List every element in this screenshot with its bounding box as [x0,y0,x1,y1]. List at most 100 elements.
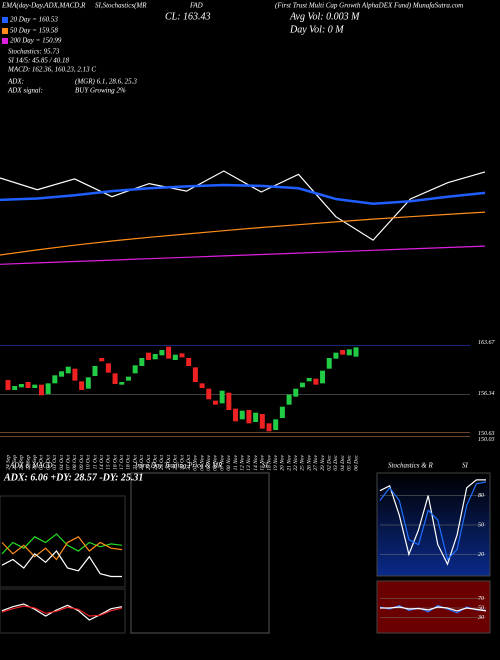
x-tick-label: 21 Nov [286,454,292,470]
candle-body [293,388,299,397]
legend-swatch [2,17,8,23]
x-tick-label: 25 Sep [12,455,18,470]
x-tick-label: 22 Nov [293,454,299,470]
candle-body [253,412,259,422]
x-tick-label: 19 Nov [273,454,279,470]
x-tick-label: 14 Nov [252,454,259,470]
x-tick-label: 03 Dec [333,454,339,470]
candle-body [45,383,51,394]
header-mid: SI,Stochastics(MR [95,2,147,10]
header-fund: (First Trust Multi Cap Growth AlphaDEX F… [275,2,463,10]
candle-body [212,400,218,405]
stoch-info: Stochastics: 95.73 [8,48,60,56]
x-tick-label: 27 Sep [25,455,31,470]
x-tick-label: 16 Oct [112,455,118,470]
candle-body [85,377,91,389]
x-tick-label: 24 Sep [4,455,11,470]
candle-body [233,408,239,422]
x-tick-label: 02 Oct [45,455,51,470]
x-tick-label: 25 Nov [300,454,306,470]
x-tick-label: 18 Oct [126,455,132,470]
x-tick-label: 05 Dec [347,454,353,470]
x-tick-label: 01 Nov [193,454,199,470]
x-tick-label: 15 Oct [106,455,112,470]
x-tick-label: 04 Oct [58,455,65,470]
x-tick-label: 18 Nov [266,454,272,470]
adx-signal: BUY Growing 2% [75,87,126,95]
x-tick-label: 12 Nov [239,454,245,470]
y-tick-label: 20 [478,552,484,558]
close-price: CL: 163.43 [165,11,211,22]
x-tick-label: 08 Nov [226,454,232,470]
x-tick-label: 10 Oct [86,455,92,470]
candle-body [340,350,346,355]
candle-body [152,354,158,360]
x-tick-label: 02 Dec [326,454,332,470]
series-line [1,605,123,617]
price-label: 163.67 [478,340,496,346]
x-tick-label: 07 Nov [219,454,225,470]
legend-swatch [2,28,8,34]
candle-body [79,381,85,390]
series-line [0,183,486,205]
candle-body [72,368,78,381]
day-vol: Day Vol: 0 M [289,24,344,35]
x-tick-label: 04 Nov [198,454,205,470]
x-tick-label: 28 Oct [166,455,172,470]
x-tick-label: 14 Oct [98,455,105,470]
candle-body [326,358,332,369]
candle-body [125,376,131,381]
header-ticker: FAD [189,2,203,10]
x-tick-label: 11 Oct [92,455,98,470]
x-tick-label: 26 Sep [19,455,25,470]
candle-body [299,382,305,388]
candle-body [353,347,359,357]
series-line [1,603,123,621]
legend-entry: 200 Day = 150.99 [10,37,62,45]
x-tick-label: 08 Oct [72,455,78,470]
panel-title2: SI [462,462,469,470]
candle-body [159,350,165,356]
x-tick-label: 03 Oct [52,455,58,470]
intraday-panel [130,472,270,634]
candle-body [99,358,105,362]
candle-body [132,365,138,374]
candle-body [92,366,98,376]
candle-body [226,392,232,410]
series-line [0,245,486,265]
candle-body [273,419,279,430]
series-line [379,479,486,566]
y-tick-label: 50 [478,605,484,611]
legend-entry: 20 Day = 160.53 [10,16,58,24]
candle-body [286,394,292,405]
y-tick-label: 50 [478,522,484,528]
adx-panel [0,495,126,588]
header-left: EMA(day-Day,ADX,MACD,R [1,2,86,10]
series-line [380,606,487,612]
candle-body [333,352,339,359]
x-tick-label: 06 Nov [213,454,219,470]
x-tick-label: 31 Oct [186,455,192,471]
series-line [379,481,487,561]
rsi-info: SI 14/5: 45.85 / 40.18 [8,57,70,65]
panel-title: ADX & MACD [9,462,52,470]
x-tick-label: 04 Dec [339,454,346,470]
x-tick-label: 11 Nov [233,454,239,470]
x-tick-label: 07 Oct [65,455,71,470]
x-tick-label: 09 Oct [79,455,85,470]
candle-body [32,384,38,388]
candle-body [266,423,272,432]
x-tick-label: 23 Oct [146,455,152,470]
series-line [1,550,122,578]
adx-value: (MGR) 6.1, 28.6, 25.3 [75,78,137,86]
avg-vol: Avg Vol: 0.003 M [289,11,360,22]
legend-swatch [2,38,8,44]
x-tick-label: 17 Oct [119,455,125,470]
y-tick-label: 30 [477,615,484,621]
x-tick-label: 15 Nov [260,454,266,470]
x-tick-label: 25 Oct [159,455,165,470]
candle-body [199,383,205,388]
x-tick-label: 21 Oct [132,455,138,470]
series-line [1,536,123,561]
y-tick-label: 70 [478,596,484,602]
